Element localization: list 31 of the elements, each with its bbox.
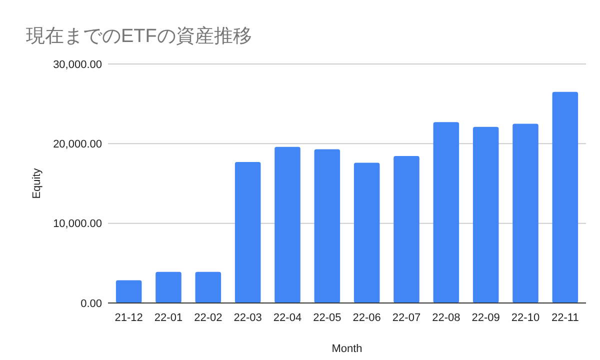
bar	[314, 149, 340, 303]
bar	[512, 124, 538, 303]
bar	[234, 162, 261, 303]
x-tick-label: 22-04	[273, 312, 302, 324]
bar	[552, 92, 578, 303]
x-axis-title: Month	[332, 343, 362, 355]
bar	[394, 156, 420, 303]
y-tick-label: 0.00	[80, 298, 102, 310]
y-axis-title: Equity	[31, 168, 43, 199]
bar	[156, 272, 182, 303]
x-tick-label: 21-12	[114, 312, 143, 324]
bar	[195, 272, 222, 303]
y-tick-label: 10,000.00	[53, 218, 102, 230]
x-tick-label: 22-06	[352, 312, 381, 324]
x-tick-label: 22-11	[552, 312, 579, 324]
x-tick-label: 22-09	[472, 312, 500, 324]
x-tick-label: 22-02	[194, 312, 222, 324]
x-tick-label: 22-07	[392, 312, 421, 324]
y-tick-label: 20,000.00	[53, 138, 102, 151]
chart-title: 現在までのETFの資産推移	[26, 25, 252, 47]
x-tick-label: 22-10	[511, 312, 540, 324]
bar	[116, 280, 142, 303]
x-tick-label: 22-08	[432, 312, 460, 324]
x-tick-label: 22-03	[234, 312, 262, 324]
x-tick-label: 22-05	[313, 312, 342, 324]
bar	[472, 126, 499, 303]
y-tick-label: 30,000.00	[53, 58, 102, 71]
bar	[433, 122, 460, 303]
bar	[274, 146, 300, 303]
x-tick-label: 22-01	[154, 312, 183, 324]
bar	[354, 162, 380, 303]
